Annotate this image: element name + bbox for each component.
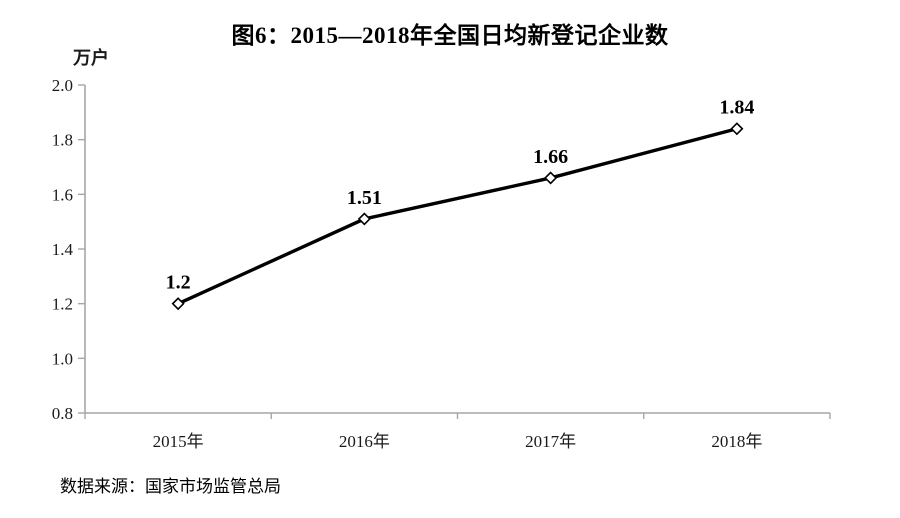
data-source-note: 数据来源：国家市场监管总局 [60, 477, 281, 496]
data-point-marker [357, 212, 371, 226]
y-tick-label: 0.8 [52, 404, 73, 423]
y-tick-label: 1.6 [52, 185, 73, 204]
chart-title: 图6：2015—2018年全国日均新登记企业数 [231, 23, 669, 48]
y-tick-label: 1.4 [52, 240, 74, 259]
y-tick-label: 1.2 [52, 295, 73, 314]
data-point-label: 1.66 [533, 146, 568, 168]
data-point-marker [544, 171, 558, 185]
data-point-label: 1.2 [166, 272, 191, 294]
data-point-marker [730, 122, 744, 136]
x-tick-label: 2016年 [339, 432, 390, 451]
x-tick-label: 2018年 [711, 432, 762, 451]
data-point-marker [171, 297, 185, 311]
data-point-label: 1.84 [719, 97, 754, 119]
series-line [176, 127, 739, 306]
x-tick-label: 2017年 [525, 432, 576, 451]
y-tick-label: 1.0 [52, 349, 73, 368]
y-axis-unit-label: 万户 [73, 48, 109, 68]
data-point-label: 1.51 [347, 187, 382, 209]
x-tick-label: 2015年 [153, 432, 204, 451]
y-tick-label: 2.0 [52, 76, 73, 95]
y-tick-label: 1.8 [52, 131, 73, 150]
